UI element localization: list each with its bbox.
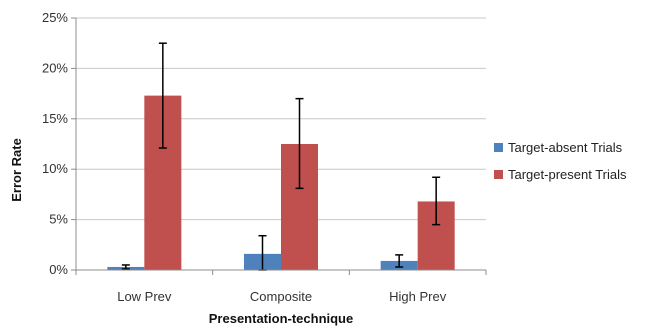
error-bar (295, 97, 304, 190)
error-bar (395, 254, 404, 268)
legend-swatch-target-absent (494, 143, 503, 152)
x-tick-label: High Prev (389, 289, 447, 304)
y-tick-label: 5% (49, 212, 68, 227)
legend-label-target-absent: Target-absent Trials (508, 140, 623, 155)
error-bar (121, 264, 130, 270)
x-tick-label: Composite (250, 289, 312, 304)
y-tick-label: 25% (42, 10, 68, 25)
x-axis-title: Presentation-technique (209, 311, 353, 326)
x-tick-label: Low Prev (117, 289, 172, 304)
error-bar (432, 176, 441, 226)
legend-swatch-target-present (494, 170, 503, 179)
y-tick-label: 20% (42, 60, 68, 75)
error-bar (158, 42, 167, 149)
legend-label-target-present: Target-present Trials (508, 167, 627, 182)
y-tick-label: 15% (42, 111, 68, 126)
axes (71, 17, 487, 275)
y-tick-label: 10% (42, 161, 68, 176)
legend: Target-absent Trials Target-present Tria… (494, 140, 627, 182)
y-tick-label: 0% (49, 262, 68, 277)
bars (107, 95, 455, 270)
y-axis-title: Error Rate (9, 138, 24, 202)
y-tick-labels: 0% 5% 10% 15% 20% 25% (42, 10, 68, 277)
x-tick-labels: Low Prev Composite High Prev (117, 289, 446, 304)
